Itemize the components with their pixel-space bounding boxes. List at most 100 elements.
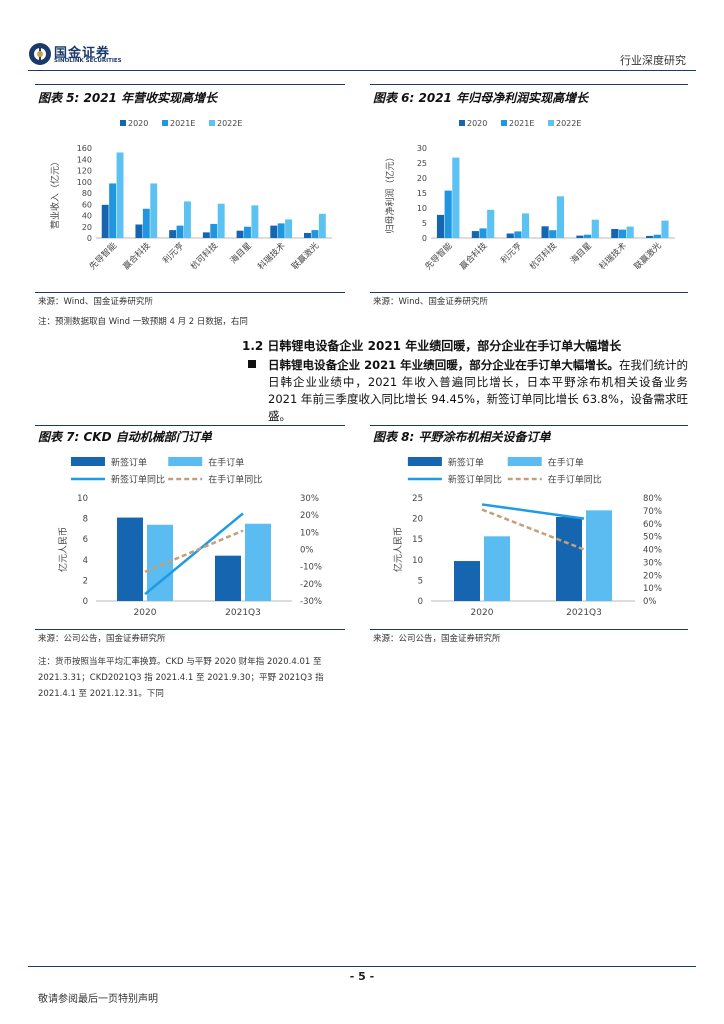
y2-tick-label: 30% (643, 558, 662, 568)
fig5-title: 图表 5: 2021 年营收实现高增长 (38, 91, 218, 105)
x-tick-label: 先导智能 (87, 240, 119, 272)
bar (217, 203, 225, 238)
legend-swatch (501, 120, 507, 126)
bar (109, 183, 117, 238)
legend-label: 在手订单同比 (208, 474, 262, 486)
y-tick-label: 140 (77, 155, 92, 164)
y-tick-label: 25 (412, 494, 423, 504)
bar (277, 223, 285, 238)
y2-tick-label: -10% (300, 563, 322, 573)
y2-tick-label: 50% (643, 533, 662, 543)
legend-swatch (120, 120, 126, 126)
x-tick-label: 科瑞技术 (256, 240, 288, 272)
logo-en-text: SINOLINK SECURITIES (54, 58, 122, 64)
fig6-source: 来源：Wind、国金证券研究所 (373, 297, 488, 307)
bar (244, 226, 251, 238)
fig6-title: 图表 6: 2021 年归母净利润实现高增长 (373, 91, 589, 105)
y2-tick-label: 0% (300, 546, 314, 556)
y-tick-label: 15 (417, 189, 427, 198)
bar (471, 231, 479, 238)
header-divider (28, 70, 696, 71)
x-tick-label: 利元亨 (498, 240, 524, 266)
bar (556, 196, 565, 238)
y-tick-label: 10 (417, 204, 427, 213)
bar (514, 231, 522, 238)
y2-tick-label: 80% (643, 494, 662, 504)
bar (646, 235, 654, 238)
bar (444, 190, 452, 238)
legend-label: 2021E (170, 119, 195, 128)
y2-tick-label: -20% (300, 580, 322, 590)
x-tick-label: 海目星 (568, 240, 594, 266)
y-tick-label: 20 (82, 223, 92, 232)
bar (169, 230, 177, 238)
legend-label: 在手订单 (548, 457, 584, 469)
legend-swatch (162, 120, 168, 126)
y-tick-label: 15 (412, 535, 423, 545)
x-tick-label: 科瑞技术 (597, 240, 629, 272)
x-tick-label: 利元亨 (161, 240, 187, 266)
backlog-yoy-line (481, 508, 585, 551)
legend-label: 2022E (556, 119, 581, 128)
note-forecast: 注：预测数据取自 Wind 一致预期 4 月 2 日数据，右同 (38, 317, 248, 327)
bar (150, 183, 158, 238)
fig8-bottom-rule (370, 629, 688, 630)
bar (556, 516, 582, 601)
y-tick-label: 0 (83, 597, 88, 607)
logo-cn-text: 国金证券 (54, 46, 111, 61)
new-orders-yoy-line (144, 512, 244, 596)
bar (183, 201, 191, 238)
bar (611, 229, 619, 238)
y-axis-label: 营业收入（亿元） (49, 157, 61, 229)
legend-swatch (548, 120, 554, 126)
bar (176, 225, 184, 238)
fig8-top-rule (370, 425, 688, 426)
x-tick-label: 赢合科技 (458, 240, 490, 272)
fig7-source: 来源：公司公告，国金证券研究所 (38, 634, 166, 644)
bar (311, 230, 319, 238)
y-tick-label: 20 (417, 174, 427, 183)
y2-tick-label: 20% (300, 511, 319, 521)
fig6-bottom-rule (370, 292, 688, 293)
bar (202, 232, 210, 238)
page-number: - 5 - (349, 970, 375, 983)
x-tick-label: 赢合科技 (121, 240, 153, 272)
fig5-chart: 2020 2021E 2022E 0 20 40 60 80 100 120 140 160 营业收入（… (49, 119, 332, 272)
legend-label: 2022E (217, 119, 242, 128)
y-tick-label: 80 (82, 189, 92, 198)
y2-tick-label: 10% (643, 584, 662, 594)
legend-label: 新签订单同比 (448, 474, 502, 486)
bar (487, 209, 495, 238)
x-tick-label: 2021Q3 (566, 608, 602, 618)
bar (436, 214, 445, 238)
footer-divider (28, 966, 696, 967)
x-tick-label: 海目星 (228, 240, 254, 266)
legend-label: 2020 (128, 119, 148, 128)
x-tick-label: 杭可科技 (188, 240, 220, 272)
legend-label: 在手订单同比 (548, 474, 602, 486)
bar (117, 517, 143, 601)
bar (135, 224, 143, 238)
bar (285, 219, 293, 238)
bar (236, 230, 244, 238)
section-paragraph: 日韩锂电设备企业 2021 年业绩回暖，部分企业在手订单大幅增长。在我们统计的日… (268, 357, 688, 425)
bar (245, 523, 271, 601)
bar (591, 219, 599, 238)
company-logo: 国金证券 SINOLINK SECURITIES (28, 41, 148, 67)
bar (618, 229, 627, 238)
x-tick-label: 先导智能 (423, 240, 455, 272)
y2-tick-label: 10% (300, 528, 319, 538)
bar (454, 561, 480, 601)
bar (304, 232, 311, 238)
y-tick-label: 0 (87, 234, 92, 243)
legend-label: 2021E (509, 119, 534, 128)
fig8-title: 图表 8: 平野涂布机相关设备订单 (373, 430, 551, 444)
y-tick-label: 120 (77, 167, 92, 176)
bar (210, 223, 218, 238)
fig6-chart: 2020 2021E 2022E 0 5 10 15 20 25 30 归母净利润（亿元） 先导智能赢… (384, 119, 675, 272)
fig8-source: 来源：公司公告，国金证券研究所 (373, 634, 501, 644)
fig5-bottom-rule (35, 292, 345, 293)
disclaimer-note: 敬请参阅最后一页特别声明 (38, 994, 158, 1005)
report-type: 行业深度研究 (620, 54, 686, 67)
